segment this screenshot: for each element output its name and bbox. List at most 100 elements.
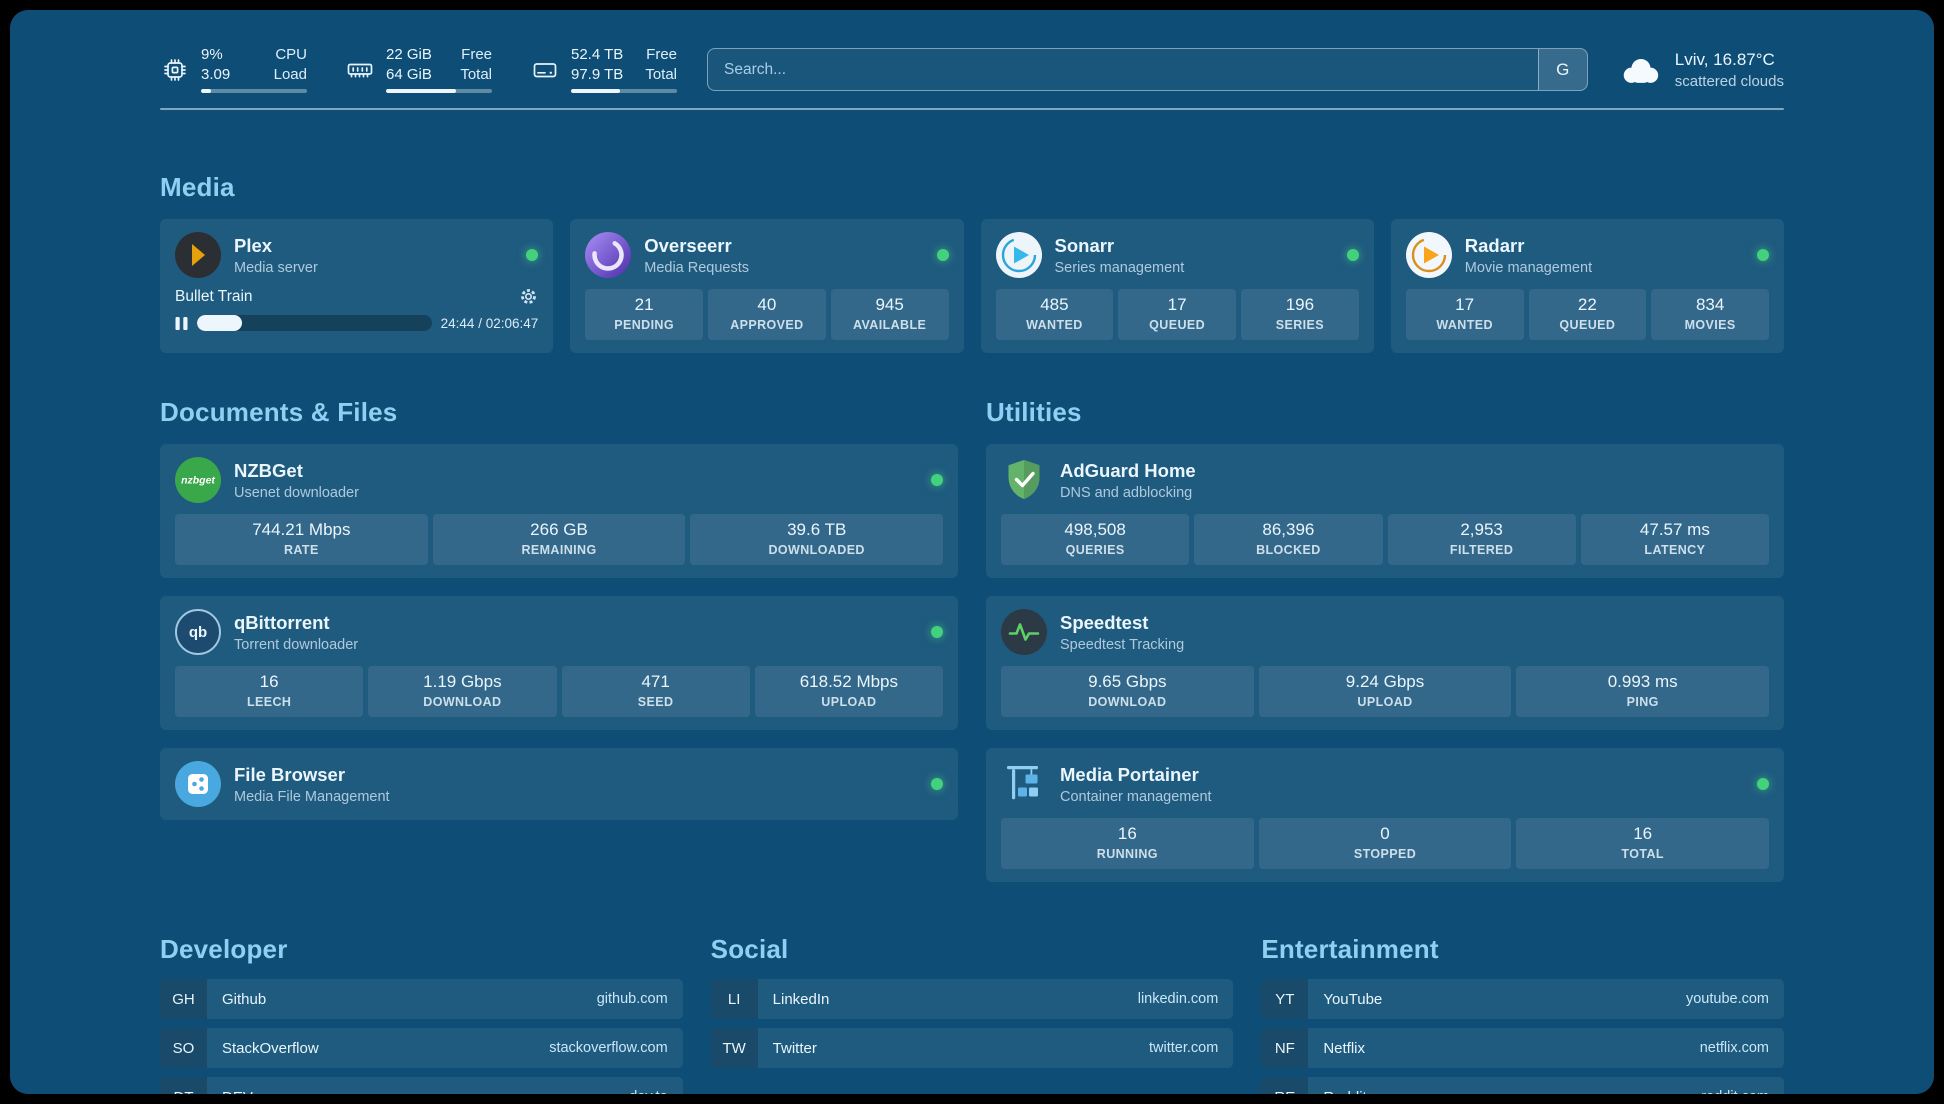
stat-movies: 834 MOVIES: [1651, 289, 1769, 340]
app-subtitle: Media server: [234, 259, 318, 276]
stat-value: 834: [1695, 295, 1725, 314]
bookmark-github[interactable]: GH Github github.com: [160, 979, 683, 1019]
app-card-qbittorrent[interactable]: qb qBittorrent Torrent downloader 16 LEE…: [160, 596, 958, 730]
app-card-radarr[interactable]: Radarr Movie management 17 WANTED 22 QUE…: [1390, 219, 1784, 353]
app-name: Overseerr: [644, 234, 732, 256]
bookmark-url: netflix.com: [1699, 1040, 1769, 1056]
app-name: File Browser: [234, 763, 346, 785]
qbittorrent-icon: qb: [175, 609, 221, 655]
bookmark-dev[interactable]: DT DEV dev.to: [160, 1077, 683, 1094]
app-name: NZBGet: [234, 459, 303, 481]
stat-queued: 17 QUEUED: [1118, 289, 1236, 340]
ram-free-value: 22 GiB: [386, 46, 432, 63]
disk-progress-fill: [571, 88, 620, 93]
stat-available: 945 AVAILABLE: [830, 289, 949, 340]
bookmark-url: stackoverflow.com: [549, 1040, 668, 1056]
ram-progress-fill: [386, 88, 456, 93]
app-name: Radarr: [1464, 234, 1525, 256]
playback-progress-bar: [197, 315, 432, 331]
cpu-metric: 9% 3.09 CPU Load: [160, 46, 307, 93]
entertainment-section-title: Entertainment: [1261, 934, 1439, 964]
ram-free-label: Free: [461, 46, 492, 63]
stat-download: 1.19 Gbps DOWNLOAD: [368, 666, 557, 717]
stat-rate: 744.21 Mbps RATE: [175, 514, 428, 565]
app-card-adguard[interactable]: AdGuard Home DNS and adblocking 498,508 …: [986, 444, 1784, 578]
stat-label: STOPPED: [1353, 847, 1417, 861]
stat-value: 16: [1117, 824, 1137, 843]
stat-value: 266 GB: [530, 520, 588, 539]
stat-value: 945: [875, 295, 904, 314]
bookmark-stackoverflow[interactable]: SO StackOverflow stackoverflow.com: [160, 1028, 683, 1068]
stat-label: SERIES: [1275, 318, 1324, 332]
bookmark-url: github.com: [596, 991, 668, 1007]
documents-column: Documents & Files nzbget NZBGet Usenet d…: [160, 397, 958, 882]
bookmark-name: YouTube: [1323, 990, 1383, 1008]
search-bar: G: [707, 48, 1588, 91]
cpu-label: CPU: [275, 46, 307, 63]
top-bar: 9% 3.09 CPU Load: [160, 46, 1784, 93]
stat-value: 17: [1167, 295, 1187, 314]
ram-total-value: 64 GiB: [386, 66, 432, 84]
stat-queued: 22 QUEUED: [1528, 289, 1647, 340]
app-card-portainer[interactable]: Media Portainer Container management 16 …: [986, 748, 1784, 882]
pause-icon[interactable]: [175, 316, 188, 331]
stat-pending: 21 PENDING: [585, 289, 703, 340]
app-name: Plex: [234, 234, 273, 256]
stat-label: SEED: [637, 695, 674, 709]
bookmark-url: linkedin.com: [1137, 991, 1219, 1007]
bookmark-name: StackOverflow: [222, 1039, 319, 1057]
stat-label: FILTERED: [1449, 543, 1514, 557]
bookmark-twitter[interactable]: TW Twitter twitter.com: [710, 1028, 1234, 1068]
bookmark-abbr: RE: [1261, 1077, 1309, 1094]
utilities-section-title: Utilities: [986, 397, 1082, 427]
svg-text:nzbget: nzbget: [181, 475, 215, 487]
cpu-load-value: 3.09: [201, 66, 231, 84]
stat-label: PING: [1626, 695, 1659, 709]
bookmark-netflix[interactable]: NF Netflix netflix.com: [1261, 1028, 1784, 1068]
cpu-load-label: Load: [273, 66, 307, 84]
app-card-sonarr[interactable]: Sonarr Series management 485 WANTED 17 Q…: [980, 219, 1374, 353]
cpu-progress-bar: [201, 88, 307, 93]
ram-total-label: Total: [460, 66, 492, 84]
app-card-nzbget[interactable]: nzbget NZBGet Usenet downloader 744.21 M…: [160, 444, 958, 578]
app-name: qBittorrent: [234, 611, 330, 633]
media-grid: Plex Media server Bullet Train: [160, 219, 1784, 353]
bookmark-youtube[interactable]: YT YouTube youtube.com: [1261, 979, 1784, 1019]
disk-total-label: Total: [645, 66, 677, 84]
bookmark-reddit[interactable]: RE Reddit reddit.com: [1261, 1077, 1784, 1094]
now-playing-title: Bullet Train: [175, 287, 253, 305]
developer-section-title: Developer: [160, 934, 288, 964]
stat-label: WANTED: [1026, 318, 1083, 332]
stat-ping: 0.993 ms PING: [1516, 666, 1770, 717]
stat-value: 744.21 Mbps: [252, 520, 351, 539]
stat-label: RUNNING: [1096, 847, 1158, 861]
stat-value: 22: [1577, 295, 1597, 314]
search-input[interactable]: [708, 49, 1538, 90]
status-online-dot: [526, 249, 539, 261]
stat-leech: 16 LEECH: [175, 666, 364, 717]
stat-value: 0: [1380, 824, 1390, 843]
status-online-dot: [931, 778, 943, 790]
bookmark-name: Reddit: [1323, 1089, 1366, 1095]
stat-running: 16 RUNNING: [1001, 818, 1254, 869]
gear-icon[interactable]: [519, 287, 538, 306]
app-card-speedtest[interactable]: Speedtest Speedtest Tracking 9.65 Gbps D…: [986, 596, 1784, 730]
stat-value: 39.6 TB: [787, 520, 847, 539]
search-engine-button[interactable]: G: [1537, 49, 1587, 90]
bookmark-linkedin[interactable]: LI LinkedIn linkedin.com: [710, 979, 1234, 1019]
disk-icon: [530, 55, 560, 85]
app-card-plex[interactable]: Plex Media server Bullet Train: [160, 219, 554, 353]
stat-value: 40: [757, 295, 777, 314]
cpu-usage-value: 9%: [201, 46, 223, 63]
app-subtitle: Torrent downloader: [234, 636, 359, 653]
cpu-progress-fill: [201, 88, 211, 93]
social-group: Social LI LinkedIn linkedin.com TW Twitt…: [710, 934, 1234, 1094]
stat-label: RATE: [283, 543, 319, 557]
bookmark-abbr: DT: [160, 1077, 207, 1094]
app-card-filebrowser[interactable]: File Browser Media File Management: [160, 748, 958, 820]
ram-metric: 22 GiB 64 GiB Free Total: [345, 46, 492, 93]
stat-label: AVAILABLE: [852, 318, 927, 332]
bookmark-abbr: YT: [1261, 979, 1309, 1019]
stat-approved: 40 APPROVED: [708, 289, 826, 340]
app-card-overseerr[interactable]: Overseerr Media Requests 21 PENDING 40 A…: [570, 219, 964, 353]
